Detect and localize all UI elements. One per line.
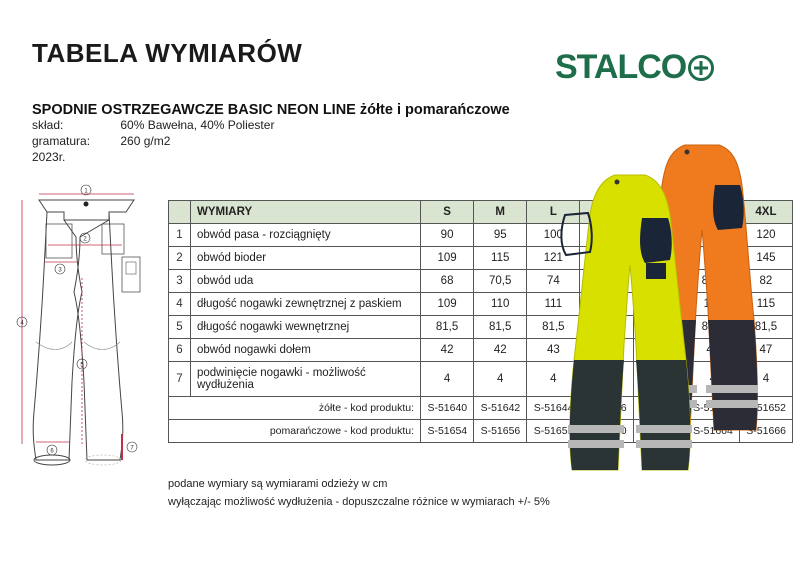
dimension-sheet-page: TABELA WYMIARÓW STALCO SPODNIE OSTRZEGAW… (0, 0, 800, 565)
pants-measurement-diagram: 1 2 3 4 5 6 7 (14, 182, 159, 472)
svg-text:3: 3 (58, 268, 62, 274)
product-photo-pants (560, 130, 785, 560)
product-title: SPODNIE OSTRZEGAWCZE BASIC NEON LINE żół… (32, 102, 510, 118)
meta-year: 2023r. (32, 150, 65, 164)
logo-plus-icon (688, 55, 714, 81)
page-title: TABELA WYMIARÓW (32, 38, 302, 69)
svg-text:7: 7 (130, 446, 134, 452)
logo-text: STALCO (555, 48, 686, 87)
meta-sklad: skład: 60% Bawełna, 40% Poliester (32, 118, 274, 132)
meta-gramatura: gramatura: 260 g/m2 (32, 134, 170, 148)
svg-text:6: 6 (50, 449, 54, 455)
svg-text:2: 2 (83, 237, 87, 243)
footnotes: podane wymiary są wymiarami odzieży w cm… (168, 475, 550, 511)
svg-text:4: 4 (20, 321, 24, 327)
brand-logo: STALCO (555, 48, 714, 87)
svg-text:5: 5 (80, 363, 84, 369)
